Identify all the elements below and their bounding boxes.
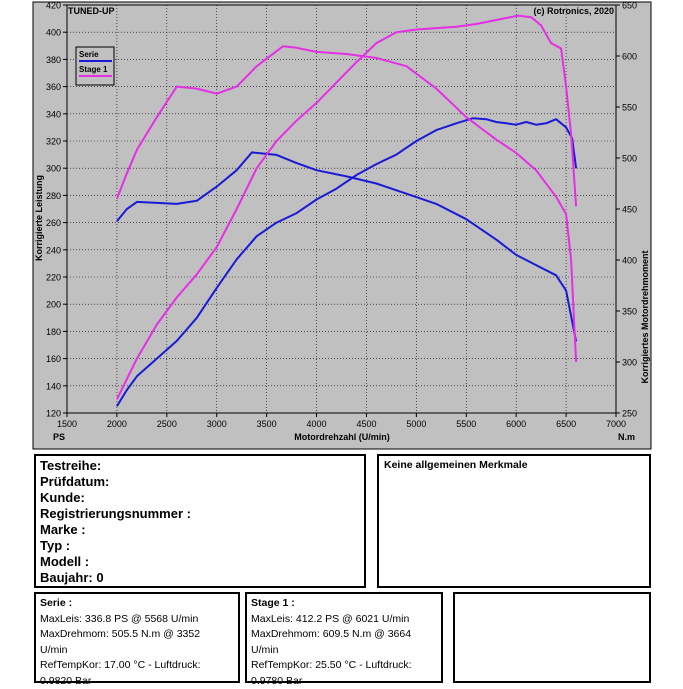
x-tick-label: 5500: [456, 419, 476, 429]
vehicle-info-line: Marke :: [40, 522, 364, 538]
serie-summary-line: U/min: [40, 643, 238, 659]
y-right-axis-label: Korrigiertes Motordrehmoment: [640, 250, 650, 383]
x-tick-label: 3000: [207, 419, 227, 429]
y-left-tick-label: 240: [46, 245, 61, 255]
y-right-tick-label: 350: [622, 307, 637, 317]
serie-summary-line: 0.9820 Bar: [40, 674, 238, 689]
vehicle-info-lines: Testreihe:Prüfdatum:Kunde:Registrierungs…: [36, 456, 364, 586]
y-left-tick-label: 300: [46, 164, 61, 174]
x-tick-label: 5000: [406, 419, 426, 429]
x-tick-label: 6000: [506, 419, 526, 429]
serie-title: Serie :: [40, 596, 238, 612]
legend-label: Stage 1: [79, 65, 108, 74]
y-left-tick-label: 180: [46, 327, 61, 337]
stage1-summary-line: MaxLeis: 412.2 PS @ 6021 U/min: [251, 612, 441, 628]
dyno-chart: 120 140 160 180 200 220 240 260 280 300 320 340 360 3…: [0, 0, 683, 452]
serie-summary-line: MaxLeis: 336.8 PS @ 5568 U/min: [40, 612, 238, 628]
stage1-title: Stage 1 :: [251, 596, 441, 612]
y-left-tick-label: 220: [46, 273, 61, 283]
y-left-tick-label: 360: [46, 82, 61, 92]
y-right-tick-label: 500: [622, 154, 637, 164]
y-right-tick-label: 250: [622, 409, 637, 419]
vehicle-info-line: Typ :: [40, 538, 364, 554]
y-left-tick-label: 280: [46, 191, 61, 201]
x-tick-label: 4500: [356, 419, 376, 429]
stage1-summary-line: 0.9780 Bar: [251, 674, 441, 689]
notes-text: Keine allgemeinen Merkmale: [379, 456, 649, 474]
stage1-summary-line: U/min: [251, 643, 441, 659]
vehicle-info-line: Modell :: [40, 554, 364, 570]
y-left-tick-label: 380: [46, 55, 61, 65]
y-left-tick-label: 140: [46, 381, 61, 391]
x-unit-right: N.m: [618, 432, 635, 442]
notes-box: Keine allgemeinen Merkmale: [377, 454, 651, 588]
vehicle-info-line: Prüfdatum:: [40, 474, 364, 490]
serie-summary-line: RefTempKor: 17.00 °C - Luftdruck:: [40, 658, 238, 674]
serie-summary-line: MaxDrehmom: 505.5 N.m @ 3352: [40, 627, 238, 643]
y-right-tick-label: 300: [622, 358, 637, 368]
y-left-tick-label: 120: [46, 409, 61, 419]
y-left-tick-label: 400: [46, 28, 61, 38]
y-right-tick-label: 550: [622, 103, 637, 113]
y-left-tick-label: 320: [46, 137, 61, 147]
y-right-tick-label: 650: [622, 1, 637, 11]
stage1-summary-box: Stage 1 : MaxLeis: 412.2 PS @ 6021 U/min…: [245, 592, 443, 683]
x-tick-label: 6500: [556, 419, 576, 429]
empty-summary-box: [453, 592, 651, 683]
x-tick-label: 2500: [157, 419, 177, 429]
x-tick-label: 3500: [257, 419, 277, 429]
x-unit-left: PS: [53, 432, 65, 442]
dyno-chart-svg: 120 140 160 180 200 220 240 260 280 300 320 340 360 3…: [0, 0, 683, 452]
stage1-summary: Stage 1 : MaxLeis: 412.2 PS @ 6021 U/min…: [247, 594, 441, 689]
x-axis-label: Motordrehzahl (U/min): [294, 432, 390, 442]
y-right-tick-label: 400: [622, 256, 637, 266]
y-left-tick-label: 200: [46, 300, 61, 310]
x-tick-label: 2000: [107, 419, 127, 429]
stage1-summary-line: RefTempKor: 25.50 °C - Luftdruck:: [251, 658, 441, 674]
y-right-tick-label: 600: [622, 52, 637, 62]
chart-title: TUNED-UP: [68, 6, 115, 16]
x-tick-label: 4000: [307, 419, 327, 429]
plot-area: [67, 5, 616, 413]
y-left-tick-label: 160: [46, 354, 61, 364]
vehicle-info-box: Testreihe:Prüfdatum:Kunde:Registrierungs…: [34, 454, 366, 588]
stage1-summary-line: MaxDrehmom: 609.5 N.m @ 3664: [251, 627, 441, 643]
y-left-tick-label: 260: [46, 218, 61, 228]
vehicle-info-line: Registrierungsnummer :: [40, 506, 364, 522]
legend-label: Serie: [79, 50, 99, 59]
y-left-tick-label: 420: [46, 1, 61, 11]
y-left-tick-label: 340: [46, 109, 61, 119]
x-tick-label: 1500: [57, 419, 77, 429]
vehicle-info-line: Kunde:: [40, 490, 364, 506]
vehicle-info-line: Baujahr: 0: [40, 570, 364, 586]
chart-copyright: (c) Rotronics, 2020: [533, 6, 614, 16]
y-right-tick-label: 450: [622, 205, 637, 215]
x-tick-label: 7000: [606, 419, 626, 429]
vehicle-info-line: Testreihe:: [40, 458, 364, 474]
y-left-axis-label: Korrigierte Leistung: [34, 175, 44, 261]
